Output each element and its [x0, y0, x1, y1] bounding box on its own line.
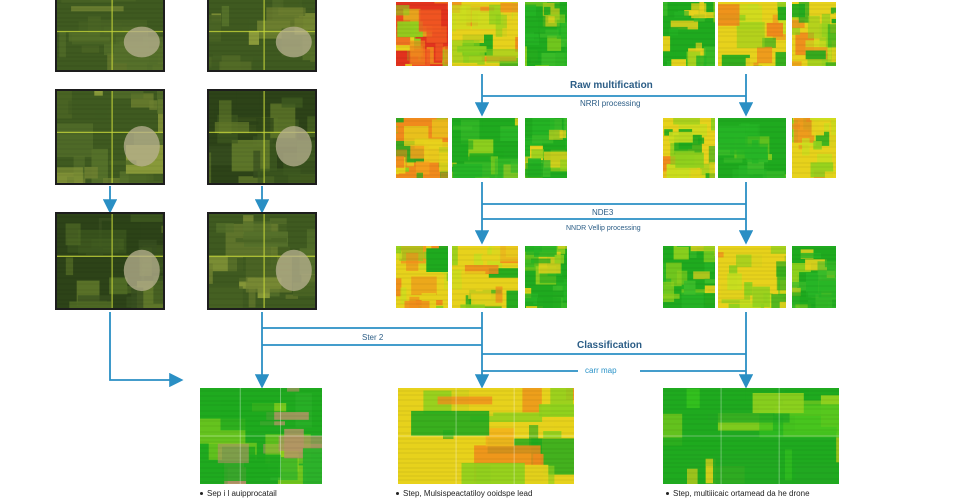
- caption-left: Sep i l auipprocatail: [200, 489, 277, 498]
- aerial-photo-1: [55, 0, 165, 72]
- ndvi-tile-r1-1: [396, 2, 448, 66]
- ndvi-tile-r1-3: [525, 2, 567, 66]
- ndvi-tile-r2-2: [452, 118, 518, 178]
- aerial-photo-4: [207, 89, 317, 185]
- aerial-photo-2: [207, 0, 317, 72]
- caption-center-text: Step, Mulsispeactatiloy ooidspe lead: [403, 489, 533, 498]
- label-nrri-processing: NRRI processing: [580, 99, 641, 108]
- ndvi-tile-r3-1: [396, 246, 448, 308]
- ndvi-tile-r3-2: [452, 246, 518, 308]
- ndvi-tile-r1-4: [663, 2, 715, 66]
- caption-left-text: Sep i l auipprocatail: [207, 489, 277, 498]
- arrow-left-to-result: [109, 312, 184, 388]
- aerial-photo-6: [207, 212, 317, 310]
- aerial-photo-3: [55, 89, 165, 185]
- ndvi-tile-r2-6: [792, 118, 836, 178]
- caption-right: Step, multiiicaic ortamead da he drone: [666, 489, 810, 498]
- ndvi-tile-r1-6: [792, 2, 836, 66]
- ndvi-tile-r3-4: [663, 246, 715, 308]
- ndvi-tile-r1-2: [452, 2, 518, 66]
- classification-map-left: [200, 388, 322, 484]
- ndvi-tile-r2-4: [663, 118, 715, 178]
- aerial-photo-5: [55, 212, 165, 310]
- classification-map-center: [398, 388, 574, 484]
- caption-center: Step, Mulsispeactatiloy ooidspe lead: [396, 489, 532, 498]
- ndvi-tile-r1-5: [718, 2, 786, 66]
- classification-map-right: [663, 388, 839, 484]
- label-carr-map: carr map: [585, 366, 617, 375]
- caption-right-text: Step, multiiicaic ortamead da he drone: [673, 489, 810, 498]
- ndvi-tile-r3-6: [792, 246, 836, 308]
- ndvi-tile-r2-5: [718, 118, 786, 178]
- label-nndr-vellip: NNDR Vellip processing: [566, 225, 641, 232]
- ndvi-tile-r3-3: [525, 246, 567, 308]
- label-classification: Classification: [577, 340, 643, 351]
- label-step-2: Ster 2: [362, 333, 384, 342]
- label-raw-multification: Raw multification: [570, 80, 653, 91]
- ndvi-tile-r3-5: [718, 246, 786, 308]
- ndvi-tile-r2-3: [525, 118, 567, 178]
- ndvi-tile-r2-1: [396, 118, 448, 178]
- label-nde3: NDE3: [592, 208, 614, 217]
